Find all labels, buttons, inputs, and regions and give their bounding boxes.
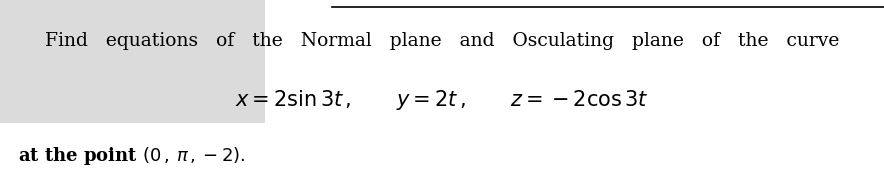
Text: Find   equations   of   the   Normal   plane   and   Osculating   plane   of   t: Find equations of the Normal plane and O… xyxy=(45,32,839,50)
Text: at the point $(0\,,\,\pi\,,-2).$: at the point $(0\,,\,\pi\,,-2).$ xyxy=(18,145,245,167)
FancyBboxPatch shape xyxy=(0,0,265,122)
Text: $x = 2\sin 3t\,,\qquad y = 2t\,,\qquad z = -2\cos 3t$: $x = 2\sin 3t\,,\qquad y = 2t\,,\qquad z… xyxy=(235,88,649,111)
